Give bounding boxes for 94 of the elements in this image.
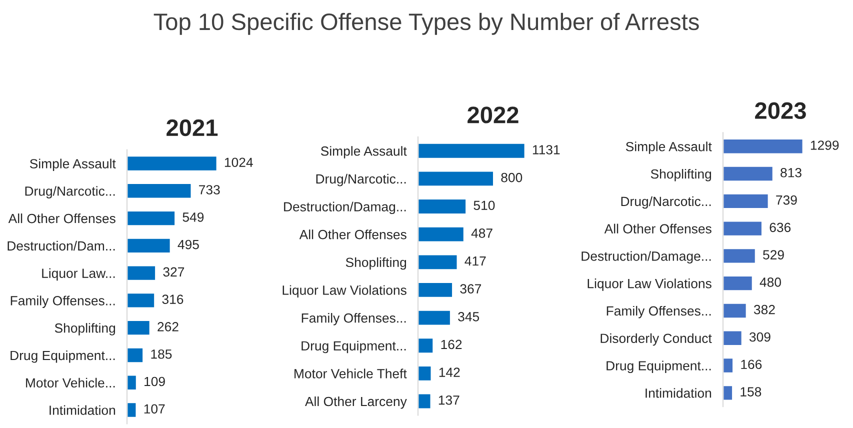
- data-label: 382: [754, 304, 775, 314]
- y-tick-label: All Other Offenses: [299, 230, 406, 240]
- bar: [127, 374, 138, 391]
- bar: [127, 402, 138, 418]
- data-label: 1131: [532, 145, 560, 154]
- bar: [127, 264, 156, 282]
- bar: [723, 248, 756, 264]
- y-tick-label: Simple Assault: [320, 146, 407, 158]
- data-label: 137: [438, 395, 460, 405]
- bar: [127, 347, 144, 364]
- y-tick-label: Intimidation: [646, 388, 712, 398]
- bar: [418, 337, 434, 354]
- bar: [418, 170, 494, 188]
- y-tick-label: Destruction/Damag...: [284, 202, 406, 214]
- data-label: 166: [741, 360, 762, 370]
- bar: [723, 384, 734, 402]
- data-label: 636: [770, 222, 791, 232]
- bar: [418, 365, 432, 382]
- bar: [723, 220, 763, 237]
- y-tick-label: All Other Offenses: [604, 224, 712, 234]
- data-label: 487: [471, 228, 492, 238]
- data-label: 142: [439, 368, 460, 377]
- data-label: 109: [144, 376, 165, 386]
- data-label: 800: [501, 172, 522, 182]
- y-tick-label: Shoplifting: [650, 168, 712, 182]
- data-label: 367: [460, 284, 482, 294]
- data-label: 1024: [224, 158, 253, 168]
- y-tick-label: Family Offenses...: [10, 296, 115, 308]
- data-label: 529: [763, 250, 784, 260]
- y-tick-label: Motor Vehicle...: [26, 378, 115, 388]
- y-tick-label: Liquor Law Violations: [588, 278, 712, 291]
- data-label: 495: [178, 240, 199, 250]
- y-tick-label: Liquor Law...: [42, 268, 115, 281]
- bar: [127, 182, 192, 200]
- data-label: 162: [441, 340, 462, 350]
- bar: [418, 254, 458, 270]
- y-tick-label: Drug/Narcotic...: [25, 186, 115, 198]
- bar: [723, 138, 804, 155]
- text: Top 10 Specific Offense Types by Number of Arrests: [154, 12, 699, 35]
- bar: [418, 282, 454, 298]
- data-label: 733: [199, 185, 220, 194]
- bar: [723, 166, 774, 182]
- bar: [127, 292, 156, 309]
- bar: [418, 226, 465, 243]
- y-tick-label: Destruction/Damage...: [582, 251, 711, 264]
- y-tick-label: All Other Offenses: [8, 214, 116, 224]
- chart-title: 2023: [755, 102, 806, 120]
- bar: [418, 142, 526, 160]
- data-label: 107: [144, 404, 165, 414]
- y-tick-label: Family Offenses...: [302, 313, 406, 326]
- y-tick-label: Drug Equipment...: [302, 340, 406, 354]
- bar: [127, 210, 176, 227]
- data-label: 158: [740, 387, 762, 396]
- bar: [723, 302, 748, 319]
- y-tick-label: Drug/Narcotic...: [621, 196, 711, 209]
- bar: [127, 155, 218, 172]
- y-tick-label: Destruction/Dam...: [8, 240, 115, 251]
- data-label: 309: [749, 332, 770, 342]
- bar: [127, 237, 172, 254]
- data-label: 549: [182, 212, 204, 222]
- bar: [418, 309, 452, 326]
- data-label: 185: [151, 349, 172, 359]
- data-label: 262: [158, 322, 178, 332]
- chart-title: 2021: [166, 119, 218, 136]
- y-tick-label: Drug Equipment...: [606, 360, 711, 374]
- y-tick-label: Simple Assault: [30, 158, 116, 172]
- bar: [723, 275, 754, 292]
- bar: [723, 357, 734, 374]
- y-tick-label: All Other Larceny: [304, 396, 407, 409]
- data-label: 327: [163, 267, 184, 277]
- data-label: 316: [162, 294, 184, 304]
- y-tick-label: Liquor Law Violations: [282, 285, 406, 298]
- bar: [418, 392, 432, 410]
- chart-title: 2022: [468, 106, 518, 124]
- data-label: 510: [474, 200, 495, 210]
- bar: [723, 192, 770, 210]
- y-tick-label: Shoplifting: [346, 257, 406, 270]
- bar: [127, 320, 151, 336]
- data-label: 739: [776, 195, 797, 205]
- data-label: 1299: [810, 140, 839, 150]
- y-tick-label: Shoplifting: [54, 323, 116, 336]
- data-label: 417: [464, 256, 486, 266]
- y-tick-label: Family Offenses...: [606, 306, 711, 318]
- y-tick-label: Intimidation: [50, 405, 116, 415]
- data-label: 345: [458, 312, 480, 322]
- data-label: 480: [760, 278, 782, 287]
- y-tick-label: Simple Assault: [626, 142, 712, 154]
- bar: [723, 330, 743, 346]
- bar: [418, 198, 467, 215]
- y-tick-label: Motor Vehicle Theft: [294, 368, 407, 378]
- y-tick-label: Disorderly Conduct: [600, 333, 712, 346]
- data-label: 813: [780, 168, 802, 178]
- y-tick-label: Drug Equipment...: [10, 350, 115, 363]
- y-tick-label: Drug/Narcotic...: [316, 174, 406, 186]
